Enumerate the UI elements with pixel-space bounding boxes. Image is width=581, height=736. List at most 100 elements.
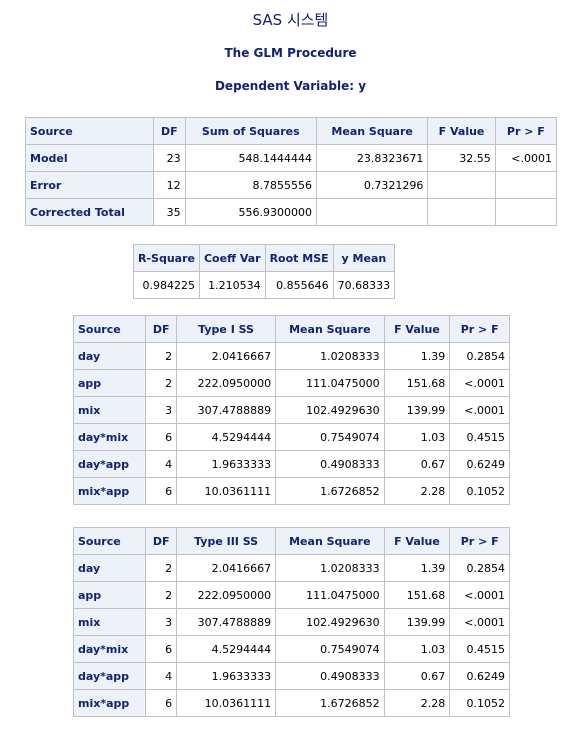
table-cell: 0.2854 xyxy=(449,554,510,582)
table-cell: 70.68333 xyxy=(332,271,396,299)
table-cell: 6 xyxy=(145,689,178,717)
table-cell: 32.55 xyxy=(427,144,496,172)
table-row: day*app 4 1.9633333 0.4908333 0.67 0.624… xyxy=(72,450,510,478)
table-cell: 6 xyxy=(145,423,178,451)
table-cell: 2 xyxy=(145,342,178,370)
table-cell: 1.03 xyxy=(383,423,451,451)
row-header: day*mix xyxy=(72,635,147,663)
column-header: DF xyxy=(145,315,178,343)
table-row: day*mix 6 4.5294444 0.7549074 1.03 0.451… xyxy=(72,635,510,663)
procedure-title: The GLM Procedure xyxy=(224,46,357,60)
table-row: Model 23 548.1444444 23.8323671 32.55 <.… xyxy=(25,144,558,172)
table-row: day*app 4 1.9633333 0.4908333 0.67 0.624… xyxy=(72,662,510,690)
table-cell: 1.9633333 xyxy=(176,662,277,690)
table-cell: 0.7549074 xyxy=(275,423,385,451)
column-header: Root MSE xyxy=(264,244,334,272)
table-cell: 23 xyxy=(152,144,186,172)
table-cell: 0.4908333 xyxy=(275,662,385,690)
table-header-row: Source DF Sum of Squares Mean Square F V… xyxy=(25,117,558,145)
table-row: day 2 2.0416667 1.0208333 1.39 0.2854 xyxy=(72,342,510,370)
table-cell: 10.0361111 xyxy=(176,477,277,505)
column-header: y Mean xyxy=(332,244,396,272)
table-cell: 0.855646 xyxy=(264,271,334,299)
column-header: Type I SS xyxy=(176,315,277,343)
table-cell: 151.68 xyxy=(383,581,451,609)
column-header: Source xyxy=(72,315,147,343)
table-row: mix 3 307.4788889 102.4929630 139.99 <.0… xyxy=(72,396,510,424)
table-cell: 0.7321296 xyxy=(315,171,429,199)
table-row: mix 3 307.4788889 102.4929630 139.99 <.0… xyxy=(72,608,510,636)
table-cell: 1.0208333 xyxy=(275,554,385,582)
row-header: Model xyxy=(25,144,154,172)
table-cell: 556.9300000 xyxy=(184,198,317,226)
table-cell: 548.1444444 xyxy=(184,144,317,172)
column-header: DF xyxy=(152,117,186,145)
table-row: app 2 222.0950000 111.0475000 151.68 <.0… xyxy=(72,369,510,397)
table-cell: 1.0208333 xyxy=(275,342,385,370)
column-header: Type III SS xyxy=(176,527,277,555)
table-cell: <.0001 xyxy=(494,144,558,172)
table-cell: <.0001 xyxy=(449,581,510,609)
column-header: Source xyxy=(25,117,154,145)
row-header: mix*app xyxy=(72,477,147,505)
table-cell: 2 xyxy=(145,369,178,397)
table-row: Corrected Total 35 556.9300000 xyxy=(25,198,558,226)
table-cell: 0.6249 xyxy=(449,662,510,690)
column-header: Source xyxy=(72,527,147,555)
table-cell: 1.6726852 xyxy=(275,477,385,505)
table-cell: 0.2854 xyxy=(449,342,510,370)
table-cell: 4 xyxy=(145,450,178,478)
fit-statistics-table: R-Square Coeff Var Root MSE y Mean 0.984… xyxy=(133,244,396,299)
table-cell: 139.99 xyxy=(383,396,451,424)
table-cell: 151.68 xyxy=(383,369,451,397)
table-cell: 6 xyxy=(145,477,178,505)
page-title: SAS 시스템 xyxy=(252,11,329,29)
table-cell: 10.0361111 xyxy=(176,689,277,717)
table-cell: 4 xyxy=(145,662,178,690)
column-header: F Value xyxy=(427,117,496,145)
row-header: day*app xyxy=(72,662,147,690)
type-i-ss-table: Source DF Type I SS Mean Square F Value … xyxy=(72,315,510,505)
table-cell xyxy=(427,171,496,199)
row-header: app xyxy=(72,369,147,397)
table-header-row: Source DF Type III SS Mean Square F Valu… xyxy=(72,527,510,555)
table-row: mix*app 6 10.0361111 1.6726852 2.28 0.10… xyxy=(72,689,510,717)
table-cell: 0.1052 xyxy=(449,477,510,505)
row-header: day xyxy=(72,342,147,370)
table-cell: 2.28 xyxy=(383,477,451,505)
table-cell: 35 xyxy=(152,198,186,226)
column-header: Pr > F xyxy=(449,527,510,555)
table-row: app 2 222.0950000 111.0475000 151.68 <.0… xyxy=(72,581,510,609)
table-cell: 4.5294444 xyxy=(176,423,277,451)
table-cell: 8.7855556 xyxy=(184,171,317,199)
table-cell: 2 xyxy=(145,554,178,582)
table-cell: 111.0475000 xyxy=(275,581,385,609)
table-cell: 0.4515 xyxy=(449,423,510,451)
column-header: F Value xyxy=(383,527,451,555)
table-cell: 0.6249 xyxy=(449,450,510,478)
row-header: mix xyxy=(72,608,147,636)
table-row: Error 12 8.7855556 0.7321296 xyxy=(25,171,558,199)
table-cell: 1.9633333 xyxy=(176,450,277,478)
table-cell: 1.03 xyxy=(383,635,451,663)
table-cell: 23.8323671 xyxy=(315,144,429,172)
anova-table: Source DF Sum of Squares Mean Square F V… xyxy=(25,117,558,226)
type-iii-ss-table: Source DF Type III SS Mean Square F Valu… xyxy=(72,527,510,717)
table-cell: 0.4908333 xyxy=(275,450,385,478)
table-cell: 102.4929630 xyxy=(275,396,385,424)
table-row: day 2 2.0416667 1.0208333 1.39 0.2854 xyxy=(72,554,510,582)
table-cell: 6 xyxy=(145,635,178,663)
table-header-row: R-Square Coeff Var Root MSE y Mean xyxy=(133,244,396,272)
table-cell: 139.99 xyxy=(383,608,451,636)
table-cell: 1.39 xyxy=(383,554,451,582)
table-cell: 2.0416667 xyxy=(176,342,277,370)
row-header: Corrected Total xyxy=(25,198,154,226)
table-cell: 0.1052 xyxy=(449,689,510,717)
row-header: day*mix xyxy=(72,423,147,451)
table-cell: 2.0416667 xyxy=(176,554,277,582)
table-cell: 0.984225 xyxy=(133,271,200,299)
table-cell xyxy=(315,198,429,226)
table-row: 0.984225 1.210534 0.855646 70.68333 xyxy=(133,271,396,299)
table-cell: <.0001 xyxy=(449,369,510,397)
row-header: mix xyxy=(72,396,147,424)
